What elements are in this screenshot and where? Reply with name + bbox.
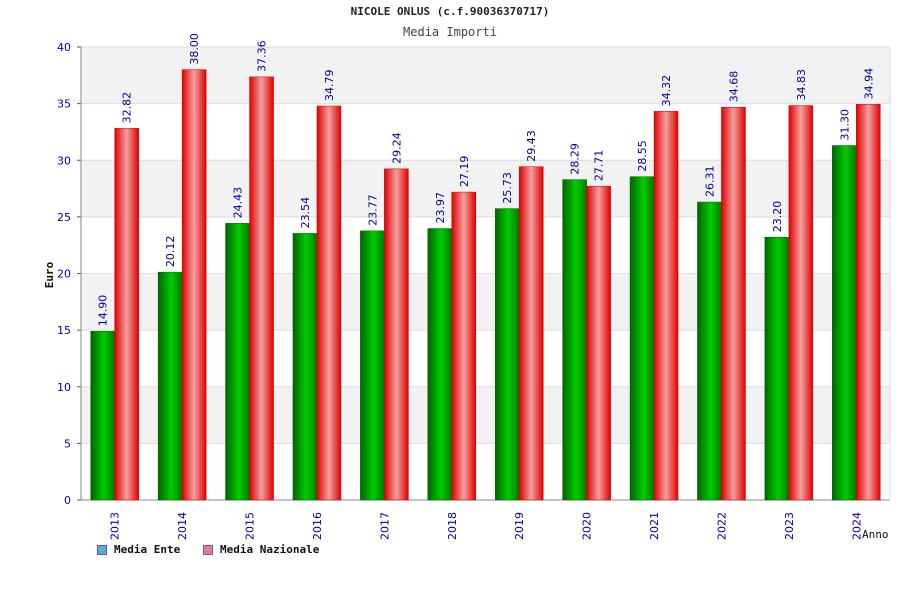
data-label: 29.24 [390,132,403,164]
y-tick-label: 10 [57,381,71,394]
bar-media-nazionale [114,128,139,501]
grid-band [81,47,890,104]
bar-media-ente [157,271,183,501]
data-label: 26.31 [703,166,716,198]
y-tick-label: 40 [57,41,71,54]
x-tick-label: 2016 [311,512,324,540]
bar-media-nazionale [181,69,207,501]
data-label: 31.30 [838,109,851,141]
data-label: 23.54 [299,197,312,229]
grid-band [81,216,890,274]
legend-swatch-media-ente [97,544,107,555]
legend-label-media-nazionale: Media Nazionale [220,543,320,556]
data-label: 34.68 [727,71,740,103]
x-tick-label: 2017 [378,512,391,540]
data-label: 20.12 [164,236,177,268]
data-label: 23.20 [771,201,784,233]
bar-media-ente [225,223,250,501]
x-tick-label: 2024 [850,512,863,540]
grid-band [81,273,890,331]
data-label: 14.90 [97,295,110,327]
x-tick-label: 2019 [513,512,526,540]
y-tick-label: 35 [57,98,71,111]
y-tick-label: 20 [57,268,71,281]
bar-media-ente [292,233,318,501]
data-label: 25.73 [501,172,514,204]
bar-media-nazionale [518,166,544,501]
y-tick-label: 30 [57,154,71,167]
bar-media-ente [90,331,115,501]
chart-title: NICOLE ONLUS (c.f.90036370717) [350,5,550,18]
x-tick-label: 2021 [648,512,661,540]
grid-band [81,160,890,217]
bar-media-ente [360,230,385,501]
data-label: 28.55 [636,140,649,172]
data-label: 37.36 [256,40,269,72]
bar-media-ente [629,176,655,501]
bar-media-nazionale [451,191,477,501]
legend-swatch-media-nazionale [203,544,213,555]
bar-media-ente [697,201,722,501]
bar-media-nazionale [586,185,611,501]
data-label: 34.83 [795,69,808,101]
data-label: 34.94 [862,68,875,100]
grid-band [81,103,890,161]
x-tick-label: 2013 [109,512,122,540]
x-tick-label: 2023 [783,512,796,540]
legend-label-media-ente: Media Ente [114,543,181,556]
data-label: 27.19 [458,156,471,188]
grid-band [81,386,890,444]
bar-media-ente [427,228,453,501]
data-label: 23.97 [434,192,447,224]
x-tick-label: 2020 [581,512,594,540]
y-tick-label: 0 [64,494,71,507]
data-label: 28.29 [569,143,582,175]
y-tick-label: 25 [57,211,71,224]
grid-band [81,330,890,387]
x-axis-label: Anno [862,528,889,541]
bar-media-nazionale [856,104,881,501]
y-tick-label: 5 [64,437,71,450]
bar-media-nazionale [788,105,814,501]
x-tick-label: 2022 [715,512,728,540]
bar-media-nazionale [249,76,274,501]
grid-band [81,443,890,500]
data-label: 24.43 [232,187,245,219]
data-label: 38.00 [188,33,201,65]
data-label: 32.82 [121,92,134,124]
bar-media-nazionale [653,111,679,501]
legend-item-media-nazionale: Media Nazionale [203,543,319,556]
data-label: 34.79 [323,70,336,102]
x-tick-label: 2018 [446,512,459,540]
data-label: 29.43 [525,130,538,162]
data-label: 23.77 [366,194,379,226]
bar-media-nazionale [316,105,342,501]
legend-item-media-ente: Media Ente [97,543,180,556]
data-label: 34.32 [660,75,673,107]
bar-media-ente [494,208,520,501]
data-label: 27.71 [593,150,606,182]
y-axis-label: Euro [43,261,56,288]
bar-media-nazionale [384,168,409,501]
bar-media-ente [764,237,790,501]
x-tick-label: 2015 [244,512,257,540]
y-tick-label: 15 [57,324,71,337]
bar-media-nazionale [721,106,746,501]
x-tick-label: 2014 [176,512,189,540]
bar-media-ente [562,179,587,501]
bar-media-ente [832,145,857,501]
chart-subtitle: Media Importi [403,25,497,39]
